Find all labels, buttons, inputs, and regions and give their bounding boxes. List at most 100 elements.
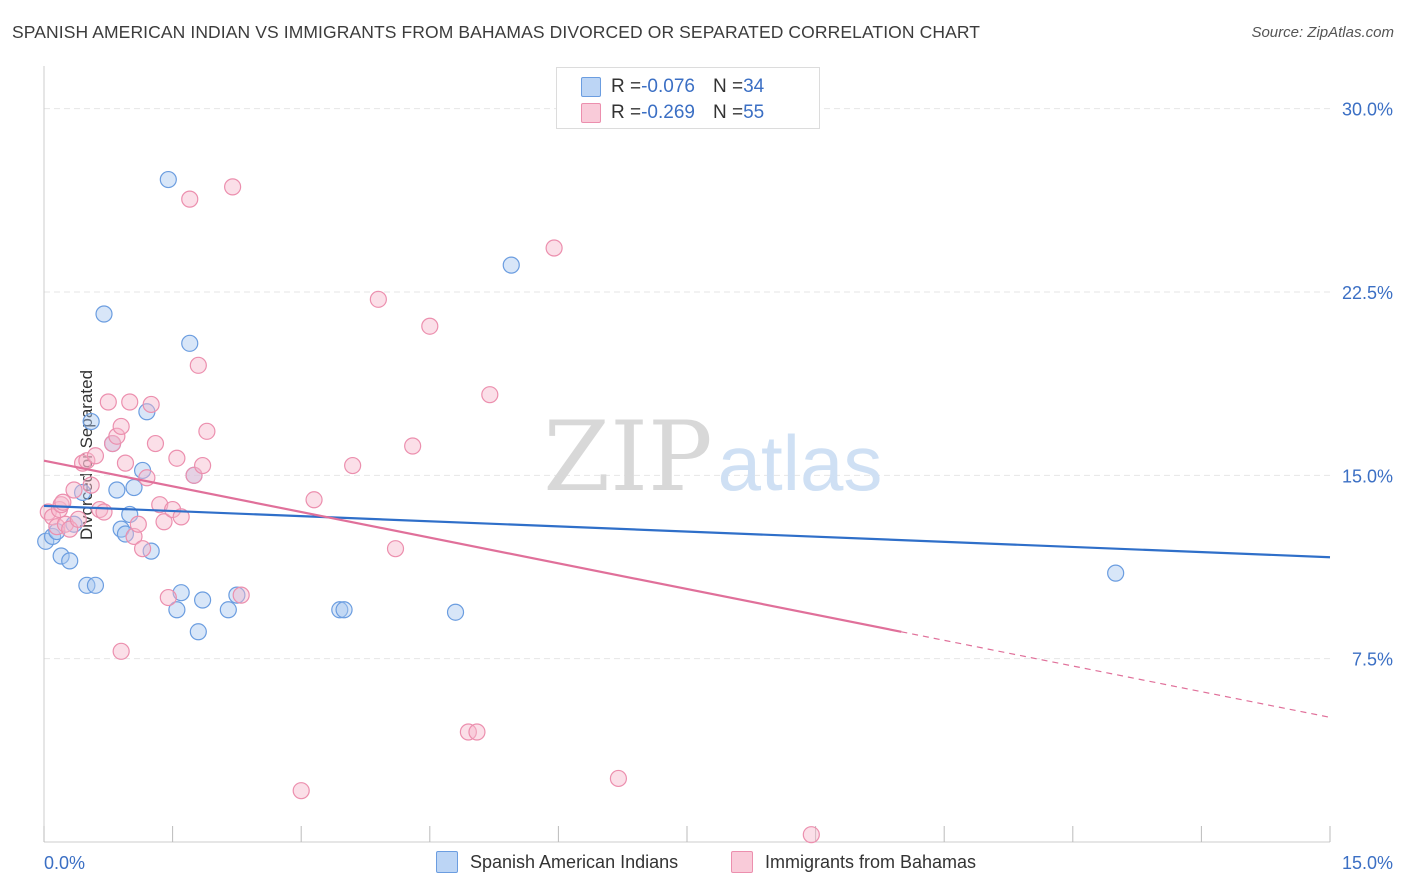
r-value: -0.076 xyxy=(641,76,695,97)
pink-data-point xyxy=(61,520,79,538)
watermark-zip: ZIP xyxy=(543,401,712,513)
blue-data-point xyxy=(86,576,105,594)
blue-data-point xyxy=(82,412,100,431)
pink-data-point xyxy=(112,642,130,660)
n-value: 34 xyxy=(743,76,765,97)
n-label: N = xyxy=(712,76,744,97)
grid-lines xyxy=(44,108,1330,660)
pink-data-point xyxy=(151,496,169,514)
r-value: -0.269 xyxy=(641,102,695,123)
pink-data-point xyxy=(112,417,130,436)
pink-data-point xyxy=(185,466,203,484)
pink-data-point xyxy=(121,393,139,411)
pink-data-point xyxy=(369,290,387,308)
legend-row-blue: R = -0.076 N = 34 xyxy=(581,75,764,99)
y-tick-label: 22.5% xyxy=(1342,283,1393,303)
legend-label: Immigrants from Bahamas xyxy=(765,851,977,872)
correlation-legend: R = -0.076 N = 34 R = -0.269 N = 55 xyxy=(556,67,820,129)
blue-data-point xyxy=(331,601,349,619)
pink-data-point xyxy=(116,454,135,472)
blue-data-point xyxy=(189,623,207,641)
watermark-atlas: atlas xyxy=(718,419,883,507)
source-label: Source: ZipAtlas.com xyxy=(1251,24,1394,41)
pink-data-point xyxy=(95,503,113,521)
y-tick-label: 7.5% xyxy=(1352,650,1393,670)
blue-data-point xyxy=(219,601,237,619)
blue-trend-line xyxy=(43,504,1331,559)
pink-data-point xyxy=(69,510,87,528)
pink-data-point xyxy=(305,491,323,509)
pink-data-point xyxy=(421,317,439,335)
legend-item-spanish-american-indians: Spanish American Indians xyxy=(436,851,678,873)
blue-data-point xyxy=(335,601,353,619)
n-value: 55 xyxy=(743,102,765,123)
y-tick-label: 15.0% xyxy=(1342,466,1393,486)
pink-data-point xyxy=(198,422,216,440)
pink-data-point xyxy=(609,769,628,788)
blue-data-point xyxy=(108,481,126,499)
blue-data-point xyxy=(159,170,177,189)
watermark: ZIP atlas xyxy=(543,401,882,513)
pink-data-point xyxy=(802,826,820,844)
pink-data-point xyxy=(481,386,499,404)
pink-data-point xyxy=(468,723,486,741)
pink-data-point xyxy=(129,515,147,533)
data-points xyxy=(37,170,1125,844)
blue-data-point xyxy=(61,552,79,570)
pink-data-point xyxy=(133,540,152,558)
pink-swatch-icon xyxy=(581,103,601,123)
trend-lines xyxy=(43,459,1331,718)
legend-label: Spanish American Indians xyxy=(470,851,679,872)
pink-data-point xyxy=(99,393,117,411)
blue-data-point xyxy=(181,334,199,352)
blue-data-point xyxy=(194,591,212,609)
x-tick-label: 15.0% xyxy=(1342,853,1393,873)
pink-data-point xyxy=(181,190,199,208)
pink-data-point xyxy=(82,476,100,494)
pink-data-point xyxy=(194,456,212,475)
axes xyxy=(43,66,1331,843)
pink-data-point xyxy=(65,481,83,499)
blue-data-point xyxy=(168,601,186,619)
blue-data-point xyxy=(52,547,70,565)
pink-data-point xyxy=(142,395,160,414)
x-tick-label: 0.0% xyxy=(44,853,85,873)
pink-trend-extension xyxy=(901,631,1331,718)
pink-swatch-icon xyxy=(731,851,753,873)
tick-labels: 7.5% 15.0% 22.5% 30.0% 0.0% 15.0% xyxy=(44,100,1393,873)
blue-data-point xyxy=(228,586,246,604)
blue-swatch-icon xyxy=(581,77,601,97)
pink-data-point xyxy=(545,239,563,257)
blue-swatch-icon xyxy=(436,851,458,873)
legend-item-immigrants-from-bahamas: Immigrants from Bahamas xyxy=(731,851,976,873)
pink-data-point xyxy=(146,434,165,453)
n-label: N = xyxy=(712,102,744,123)
pink-data-point xyxy=(189,356,207,374)
pink-data-point xyxy=(386,540,405,558)
blue-data-point xyxy=(172,584,190,602)
series-legend: Spanish American Indians Immigrants from… xyxy=(0,851,1406,877)
chart-title: SPANISH AMERICAN INDIAN VS IMMIGRANTS FR… xyxy=(12,22,981,42)
pink-trend-line xyxy=(43,459,902,633)
blue-data-point xyxy=(502,256,520,274)
pink-data-point xyxy=(292,782,310,800)
blue-data-point xyxy=(1107,564,1125,582)
pink-data-point xyxy=(232,586,250,604)
pink-data-point xyxy=(108,427,126,445)
pink-data-point xyxy=(344,456,362,475)
pink-data-point xyxy=(155,513,173,531)
pink-data-point xyxy=(52,496,70,514)
pink-data-point xyxy=(404,437,422,455)
y-tick-label: 30.0% xyxy=(1342,100,1393,120)
r-label: R = xyxy=(611,102,642,123)
blue-data-point xyxy=(446,603,465,621)
pink-data-point xyxy=(224,178,242,196)
r-label: R = xyxy=(611,76,642,97)
pink-data-point xyxy=(172,508,190,526)
pink-data-point xyxy=(159,588,177,607)
blue-data-point xyxy=(95,305,113,323)
pink-data-point xyxy=(86,447,105,465)
pink-data-point xyxy=(168,449,186,467)
legend-row-pink: R = -0.269 N = 55 xyxy=(581,101,764,125)
